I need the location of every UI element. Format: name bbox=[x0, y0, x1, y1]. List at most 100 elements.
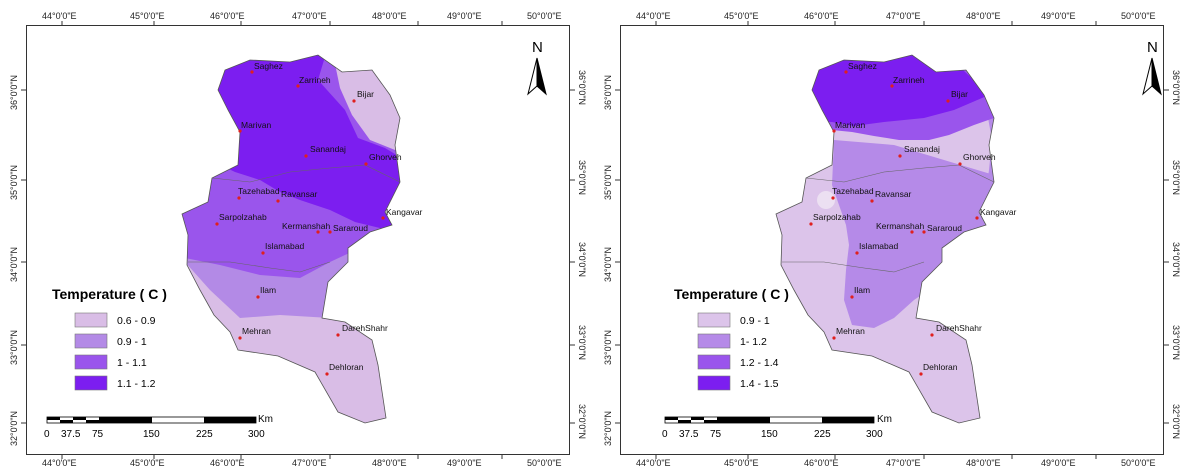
city-point bbox=[237, 196, 241, 200]
city-label: Sarpolzahab bbox=[813, 212, 861, 222]
city-label: Sararoud bbox=[333, 223, 368, 233]
legend-swatch bbox=[697, 333, 731, 349]
scale-tick: 75 bbox=[710, 429, 722, 440]
lon-label: 44°0'0"E bbox=[636, 458, 671, 466]
graticule-ticks bbox=[21, 21, 575, 459]
latitude-labels-left: 36°0'0"N 35°0'0"N 34°0'0"N 33°0'0"N 32°0… bbox=[603, 75, 613, 446]
north-label: N bbox=[1147, 39, 1158, 56]
city-markers: Saghez Zarrineh Bijar Marivan Sanandaj G… bbox=[809, 61, 1017, 376]
lat-label: 36°0'0"N bbox=[603, 75, 613, 110]
latitude-labels-right: 36°0'0"N 35°0'0"N 34°0'0"N 33°0'0"N 32°0… bbox=[577, 70, 587, 439]
latitude-labels-left: 36°0'0"N 35°0'0"N 34°0'0"N 33°0'0"N 32°0… bbox=[9, 75, 19, 446]
lon-label: 47°0'0"E bbox=[886, 458, 921, 466]
lat-label: 34°0'0"N bbox=[603, 247, 613, 282]
scale-tick: 225 bbox=[196, 429, 213, 440]
lat-label: 33°0'0"N bbox=[577, 325, 587, 360]
lat-label: 34°0'0"N bbox=[1171, 242, 1181, 277]
scale-tick: 300 bbox=[248, 429, 265, 440]
city-label: Islamabad bbox=[265, 241, 304, 251]
city-point bbox=[325, 372, 329, 376]
city-label: Bijar bbox=[951, 89, 968, 99]
city-point bbox=[261, 251, 265, 255]
city-label: Ilam bbox=[854, 285, 870, 295]
scale-tick: 37.5 bbox=[679, 429, 699, 440]
lon-label: 50°0'0"E bbox=[527, 11, 562, 21]
city-label: Ilam bbox=[260, 285, 276, 295]
city-label: Saghez bbox=[848, 61, 877, 71]
legend-label: 0.9 - 1 bbox=[117, 336, 147, 348]
lat-label: 35°0'0"N bbox=[9, 165, 19, 200]
city-point bbox=[336, 333, 340, 337]
city-label: Zarrineh bbox=[893, 75, 925, 85]
legend-label: 1 - 1.1 bbox=[117, 357, 147, 369]
city-label: Saghez bbox=[254, 61, 283, 71]
city-point bbox=[832, 336, 836, 340]
city-label: Kermanshah bbox=[282, 221, 330, 231]
map-left-svg: 44°0'0"E 45°0'0"E 46°0'0"E 47°0'0"E 48°0… bbox=[9, 11, 587, 466]
lon-label: 45°0'0"E bbox=[130, 11, 165, 21]
city-label: Ravansar bbox=[281, 189, 318, 199]
city-point bbox=[831, 196, 835, 200]
city-point bbox=[276, 199, 280, 203]
study-area-outline bbox=[775, 54, 995, 424]
lat-label: 34°0'0"N bbox=[577, 242, 587, 277]
lon-label: 46°0'0"E bbox=[804, 458, 839, 466]
legend-title: Temperature ( C ) bbox=[52, 286, 167, 302]
lat-label: 33°0'0"N bbox=[9, 330, 19, 365]
longitude-labels-top: 44°0'0"E 45°0'0"E 46°0'0"E 47°0'0"E 48°0… bbox=[636, 11, 1156, 21]
lon-label: 47°0'0"E bbox=[292, 11, 327, 21]
city-point bbox=[304, 154, 308, 158]
city-point bbox=[809, 222, 813, 226]
city-label: Marivan bbox=[835, 120, 866, 130]
city-markers: Saghez Zarrineh Bijar Marivan Sanandaj G… bbox=[215, 61, 423, 376]
north-arrow-right bbox=[1151, 57, 1162, 96]
city-label: Sararoud bbox=[927, 223, 962, 233]
lon-label: 49°0'0"E bbox=[1041, 458, 1076, 466]
lat-label: 36°0'0"N bbox=[1171, 70, 1181, 105]
city-label: Dehloran bbox=[329, 362, 364, 372]
city-label: Islamabad bbox=[859, 241, 898, 251]
city-point bbox=[238, 129, 242, 133]
lon-label: 49°0'0"E bbox=[447, 11, 482, 21]
scale-tick: 225 bbox=[814, 429, 831, 440]
legend: Temperature ( C ) 0.6 - 0.9 0.9 - 1 1 - … bbox=[52, 286, 167, 391]
lat-label: 33°0'0"N bbox=[1171, 325, 1181, 360]
north-arrow-right bbox=[536, 57, 547, 96]
lon-label: 48°0'0"E bbox=[372, 458, 407, 466]
scale-unit: Km bbox=[877, 414, 892, 425]
city-label: Dehloran bbox=[923, 362, 958, 372]
study-area-outline bbox=[181, 54, 401, 424]
city-label: Tazehabad bbox=[832, 186, 874, 196]
city-label: DarehShahr bbox=[936, 323, 982, 333]
province-boundaries bbox=[782, 164, 995, 273]
legend-label: 1.2 - 1.4 bbox=[740, 357, 779, 369]
legend: Temperature ( C ) 0.9 - 1 1- 1.2 1.2 - 1… bbox=[674, 286, 789, 391]
city-label: DarehShahr bbox=[342, 323, 388, 333]
longitude-labels-bottom: 44°0'0"E 45°0'0"E 46°0'0"E 47°0'0"E 48°0… bbox=[636, 458, 1156, 466]
city-label: Marivan bbox=[241, 120, 272, 130]
city-point bbox=[316, 230, 320, 234]
latitude-labels-right: 36°0'0"N 35°0'0"N 34°0'0"N 33°0'0"N 32°0… bbox=[1171, 70, 1181, 439]
scale-bar: Km 0 37.5 75 150 225 300 bbox=[44, 414, 273, 440]
city-label: Zarrineh bbox=[299, 75, 331, 85]
lon-label: 46°0'0"E bbox=[210, 458, 245, 466]
city-point bbox=[352, 99, 356, 103]
north-label: N bbox=[532, 39, 543, 56]
lat-label: 36°0'0"N bbox=[9, 75, 19, 110]
lon-label: 45°0'0"E bbox=[724, 458, 759, 466]
legend-label: 1.1 - 1.2 bbox=[117, 378, 156, 390]
lon-label: 48°0'0"E bbox=[966, 458, 1001, 466]
city-label: Sarpolzahab bbox=[219, 212, 267, 222]
city-label: Kangavar bbox=[980, 207, 1017, 217]
city-label: Sanandaj bbox=[310, 144, 346, 154]
city-point bbox=[381, 216, 385, 220]
city-label: Sanandaj bbox=[904, 144, 940, 154]
legend-label: 0.9 - 1 bbox=[740, 315, 770, 327]
lon-label: 48°0'0"E bbox=[372, 11, 407, 21]
city-point bbox=[898, 154, 902, 158]
city-point bbox=[364, 162, 368, 166]
lon-label: 50°0'0"E bbox=[527, 458, 562, 466]
lon-label: 50°0'0"E bbox=[1121, 11, 1156, 21]
city-point bbox=[215, 222, 219, 226]
map-panel-left: 44°0'0"E 45°0'0"E 46°0'0"E 47°0'0"E 48°0… bbox=[0, 0, 593, 466]
